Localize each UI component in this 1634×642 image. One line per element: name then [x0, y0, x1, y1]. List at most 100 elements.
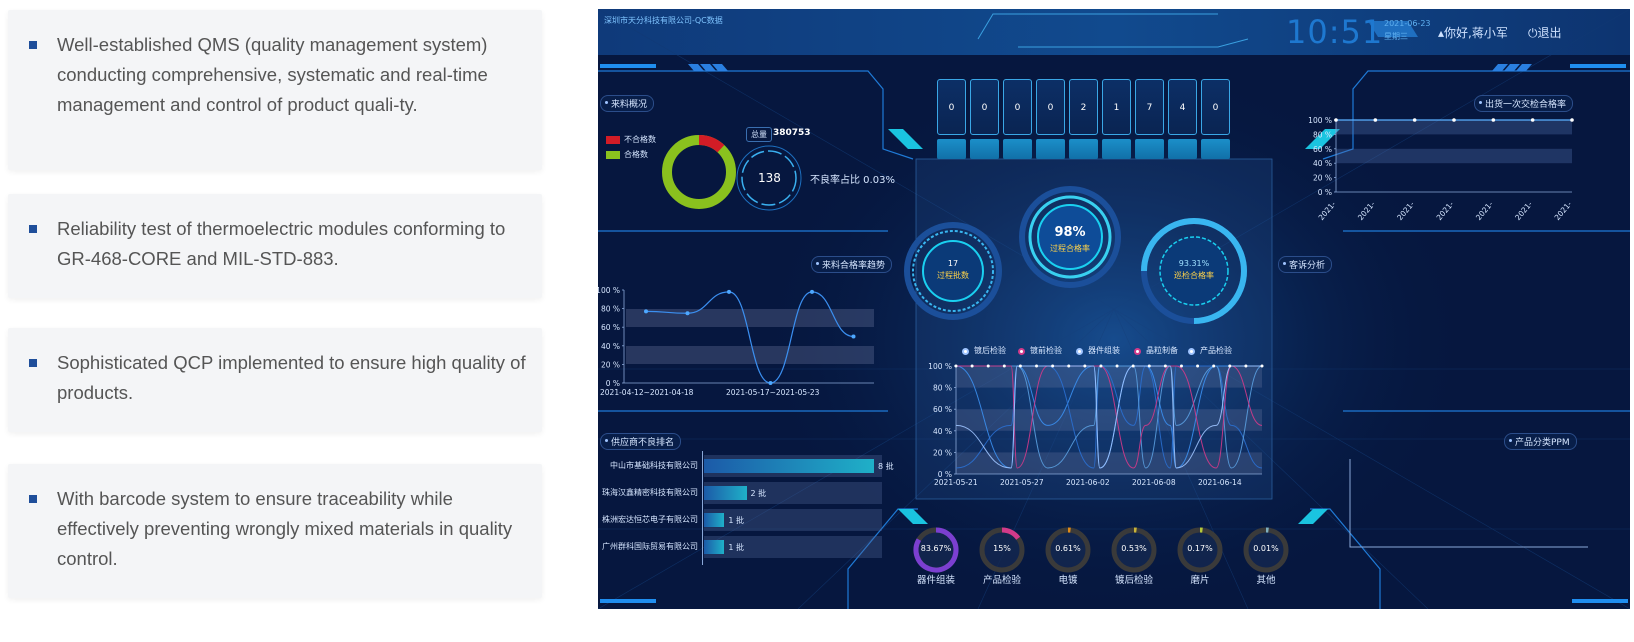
ship-x-tick: 2021- — [1474, 199, 1495, 222]
weekday: 星期三 — [1384, 32, 1408, 41]
proc-point — [1099, 364, 1103, 368]
sampling-digit: 7 — [1135, 79, 1164, 135]
proc-point — [1067, 364, 1071, 368]
ship-y-tick: 80 % — [1313, 130, 1332, 139]
supplier-name: 中山市基础科技有限公司 — [610, 461, 698, 470]
gauge-percent: 83.67% — [920, 544, 952, 553]
section-complaints: 客诉分析 — [1278, 256, 1333, 273]
trend-y-tick: 60 % — [601, 323, 620, 332]
trend-point — [727, 289, 731, 294]
trend-y-tick: 20 % — [601, 360, 620, 369]
proc-series-line — [955, 365, 1262, 469]
gauge-name: 产品检验 — [982, 575, 1021, 586]
proc-point — [1035, 364, 1039, 368]
trend-y-tick: 40 % — [601, 342, 620, 351]
gauge-name: 磨片 — [1190, 575, 1210, 586]
proc-x-tick: 2021-06-08 — [1132, 478, 1176, 487]
legend-dot — [1018, 348, 1025, 355]
legend-dot — [1076, 348, 1083, 355]
greeting[interactable]: ▴你好,蒋小军 — [1438, 24, 1508, 41]
sampling-digit: 0 — [937, 79, 966, 135]
supplier-bar — [704, 513, 725, 527]
logout-button[interactable]: ⏻退出 — [1528, 24, 1562, 41]
feature-text: Well-established QMS (quality management… — [57, 34, 488, 115]
proc-x-tick: 2021-05-21 — [934, 478, 978, 487]
total-value: 380753 — [773, 128, 811, 138]
proc-y-tick: 20 % — [933, 448, 952, 457]
sampling-digit: 2 — [1069, 79, 1098, 135]
sampling-digit: 4 — [1168, 79, 1197, 135]
proc-x-tick: 2021-06-02 — [1066, 478, 1110, 487]
proc-point — [1163, 364, 1167, 368]
trend-y-tick: 100 % — [598, 286, 620, 295]
greeting-text: 你好,蒋小军 — [1444, 26, 1508, 40]
ship-y-tick: 40 % — [1313, 159, 1332, 168]
proc-y-tick: 80 % — [933, 384, 952, 393]
supplier-bar-value: 8 批 — [878, 462, 894, 471]
proc-point — [986, 364, 990, 368]
proc-x-tick: 2021-06-14 — [1198, 478, 1242, 487]
sampling-digit-base — [937, 139, 966, 159]
ship-y-tick: 100 % — [1308, 116, 1332, 125]
ship-y-tick: 0 % — [1318, 188, 1332, 197]
legend-swatch-pass — [606, 151, 620, 159]
supplier-bar-value: 2 批 — [750, 489, 767, 498]
supplier-bar-value: 1 批 — [728, 516, 745, 525]
sampling-digit-base — [1201, 139, 1230, 159]
proc-point — [1131, 364, 1135, 368]
trend-point — [768, 381, 773, 385]
proc-point — [1115, 364, 1119, 368]
proc-point — [1196, 364, 1200, 368]
feature-card-qms: Well-established QMS (quality management… — [8, 10, 542, 170]
section-incoming-trend: 来料合格率趋势 — [811, 256, 893, 273]
proc-series-line — [956, 365, 1263, 469]
supplier-bar-track — [704, 509, 882, 531]
proc-point — [1244, 364, 1248, 368]
sampling-digit-base — [1003, 139, 1032, 159]
sampling-digit: 0 — [1036, 79, 1065, 135]
bottom-gauges — [913, 527, 1289, 573]
bullet-icon — [29, 495, 37, 503]
logout-label: 退出 — [1537, 26, 1562, 40]
proc-x-tick: 2021-05-27 — [1000, 478, 1044, 487]
supplier-bar — [704, 540, 725, 554]
gauge-process-rate-label: 过程合格率 — [1050, 244, 1090, 253]
legend-label: 镀前检验 — [1030, 346, 1062, 355]
proc-series-line — [956, 365, 1263, 469]
gauge-percent: 0.01% — [1253, 544, 1279, 553]
gauge-process-batches-value: 17 — [947, 259, 959, 268]
incoming-trend-chart: 0 % 20 % 40 % 60 % 80 % 100 % 2021-04-12~2021-… — [598, 286, 874, 397]
legend-dot — [962, 348, 969, 355]
ship-x-tick: 2021- — [1553, 199, 1574, 222]
supplier-name: 株洲宏达恒芯电子有限公司 — [602, 515, 698, 524]
trend-point — [644, 309, 648, 314]
sampling-digit: 1 — [1102, 79, 1131, 135]
section-product-ppm: 产品分类PPM — [1504, 433, 1577, 450]
sampling-digit: 0 — [1201, 79, 1230, 135]
trend-y-tick: 80 % — [601, 305, 620, 314]
sampling-digit-base — [1168, 139, 1197, 159]
supplier-bar-track — [704, 536, 882, 558]
incoming-donut — [662, 135, 736, 209]
feature-card-qcp: Sophisticated QCP implemented to ensure … — [8, 328, 542, 432]
trend-point — [685, 311, 690, 316]
gauge-patrol-rate-label: 巡检合格率 — [1174, 271, 1214, 280]
supplier-bar-track — [704, 482, 882, 504]
proc-point — [1212, 364, 1216, 368]
proc-point — [954, 364, 958, 368]
proc-point — [1018, 364, 1022, 368]
ship-y-tick: 20 % — [1313, 174, 1332, 183]
proc-point — [1147, 364, 1151, 368]
feature-text: Sophisticated QCP implemented to ensure … — [57, 352, 526, 403]
feature-card-barcode: With barcode system to ensure traceabili… — [8, 464, 542, 598]
dashboard-decoration: 0 % 20 % 40 % 60 % 80 % 100 % 2021-04-12~2021-… — [598, 9, 1630, 609]
proc-y-tick: 100 % — [928, 362, 952, 371]
ship-point — [1452, 118, 1456, 122]
gauge-percent: 0.17% — [1187, 544, 1213, 553]
gauge-fill — [913, 527, 959, 573]
bullet-icon — [29, 225, 37, 233]
gauge-name: 其他 — [1256, 575, 1276, 586]
ship-point — [1334, 118, 1338, 122]
ship-point — [1570, 118, 1574, 122]
trend-x-tick: 2021-04-12~2021-04-18 — [600, 388, 694, 397]
